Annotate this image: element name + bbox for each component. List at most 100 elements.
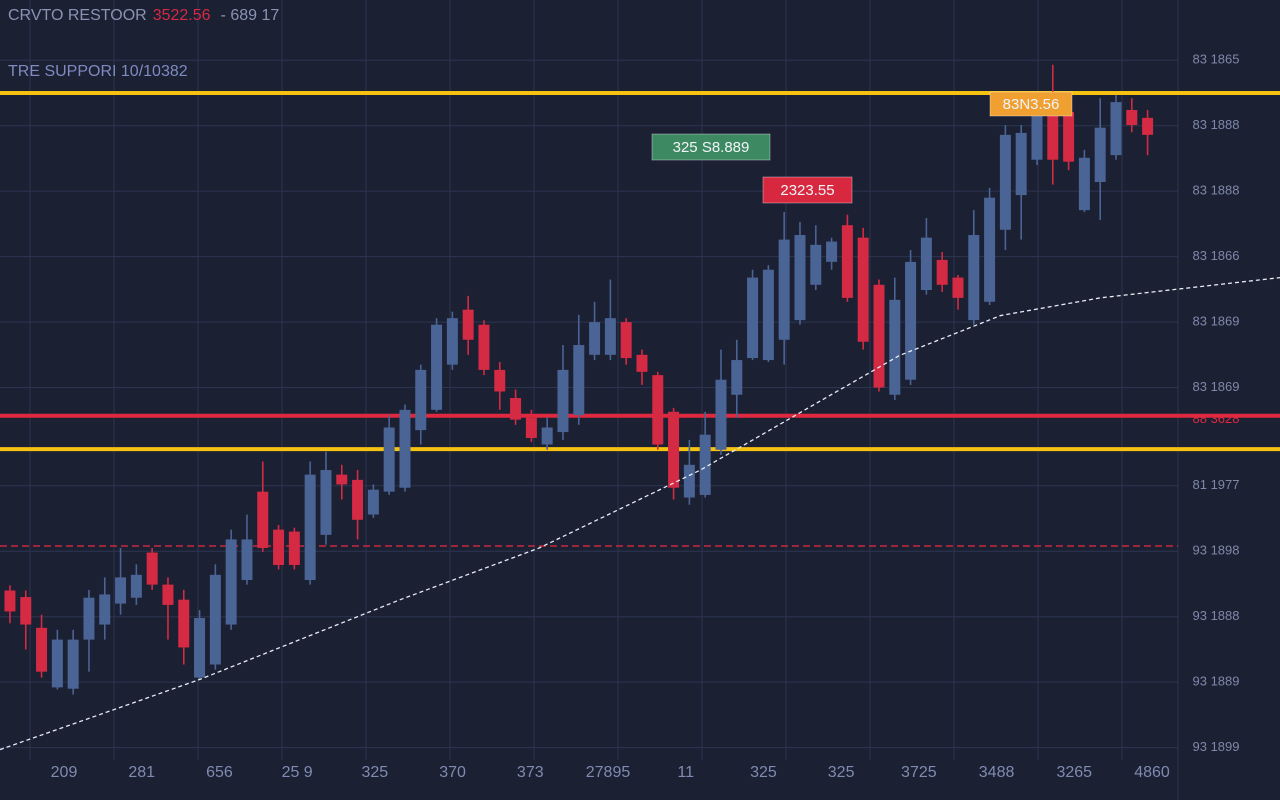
candle-body <box>541 427 553 445</box>
x-tick-label: 4860 <box>1134 764 1170 781</box>
candle-body <box>1063 111 1075 162</box>
candle-body <box>115 577 127 604</box>
y-tick-label: 83 1869 <box>1193 379 1240 394</box>
candle-body <box>51 639 63 688</box>
candle-body <box>67 639 79 689</box>
candle-body <box>573 345 585 416</box>
candle-body <box>146 552 158 585</box>
candle-body <box>668 411 680 488</box>
candle-body <box>999 134 1011 230</box>
candle-body <box>1015 132 1027 196</box>
candle-body <box>1126 109 1138 126</box>
x-tick-label: 325 <box>362 764 389 781</box>
candle-body <box>557 369 569 433</box>
candle-body <box>826 241 838 262</box>
candle-body <box>1047 108 1059 160</box>
x-tick-label: 27895 <box>586 764 631 781</box>
annotation-box <box>762 176 853 204</box>
candle-body <box>984 197 996 302</box>
price-level-label: 88 3628 <box>1193 411 1240 426</box>
candle-body <box>20 597 32 625</box>
candle-body <box>83 597 95 640</box>
candle-body <box>968 235 980 321</box>
candle-body <box>889 299 901 395</box>
y-tick-label: 83 1888 <box>1193 117 1240 132</box>
candle-body <box>494 369 506 392</box>
y-tick-label: 83 1888 <box>1193 183 1240 198</box>
annotation-text: 325 S8.889 <box>673 139 750 156</box>
candle-body <box>589 322 601 355</box>
y-tick-label: 93 1898 <box>1193 543 1240 558</box>
annotation-box <box>989 91 1073 117</box>
candle-body <box>731 360 743 395</box>
candle-body <box>510 398 522 420</box>
x-tick-label: 325 <box>750 764 777 781</box>
title-price: 3522.56 <box>153 7 211 24</box>
candle-body <box>273 529 285 565</box>
annotation-text: 83N3.56 <box>1003 96 1060 113</box>
x-tick-label: 25 9 <box>282 764 313 781</box>
candle-body <box>162 584 174 605</box>
y-tick-label: 93 1899 <box>1193 739 1240 754</box>
x-tick-label: 656 <box>206 764 233 781</box>
candle-body <box>841 225 853 298</box>
x-tick-label: 370 <box>439 764 466 781</box>
candle-body <box>130 574 142 598</box>
y-tick-label: 83 1869 <box>1193 314 1240 329</box>
candle-body <box>383 427 395 492</box>
x-tick-label: 3488 <box>979 764 1015 781</box>
candle-body <box>209 574 221 665</box>
candle-body <box>810 244 822 285</box>
title-change: - 689 17 <box>221 7 280 24</box>
candle-body <box>747 277 759 359</box>
x-tick-label: 3265 <box>1056 764 1092 781</box>
moving-average <box>0 276 1280 751</box>
support-label: TRE SUPPORI 10/10382 <box>8 63 188 80</box>
candle-body <box>952 277 964 298</box>
candle-body <box>320 470 332 535</box>
candle-body <box>399 409 411 488</box>
candle-body <box>257 491 269 548</box>
candle-body <box>36 627 48 672</box>
candle-body <box>778 239 790 340</box>
candle-body <box>762 269 774 361</box>
candle-body <box>794 235 806 321</box>
candle-body <box>604 318 616 355</box>
candle-body <box>652 375 664 445</box>
candle-body <box>715 379 727 450</box>
candle-body <box>683 464 695 498</box>
chart-title: CRVTO RESTOOR 3522.56 - 689 17 <box>8 7 279 24</box>
candle-body <box>1094 127 1106 182</box>
y-tick-label: 83 1865 <box>1193 52 1240 67</box>
candle-body <box>178 599 190 648</box>
grid <box>0 0 1179 800</box>
x-tick-label: 325 <box>828 764 855 781</box>
candle-body <box>241 539 253 581</box>
y-tick-label: 93 1889 <box>1193 674 1240 689</box>
annotation-box <box>651 133 771 161</box>
candle-body <box>446 318 458 365</box>
candle-body <box>367 489 379 515</box>
candle-body <box>857 237 869 342</box>
x-tick-label: 11 <box>677 764 694 781</box>
candle-body <box>288 531 300 565</box>
candle-body <box>336 474 348 485</box>
x-tick-label: 281 <box>128 764 155 781</box>
candle-body <box>478 324 490 370</box>
candle-body <box>1110 102 1122 156</box>
candle-body <box>194 618 206 678</box>
annotation-text: 2323.55 <box>780 182 834 199</box>
candle-body <box>620 322 632 359</box>
candle-body <box>4 590 16 612</box>
x-tick-label: 209 <box>51 764 78 781</box>
y-tick-label: 83 1866 <box>1193 248 1240 263</box>
candle-body <box>1078 157 1090 211</box>
candle-body <box>415 369 427 431</box>
candle-body <box>304 474 316 581</box>
candle-body <box>431 324 443 410</box>
candle-body <box>873 284 885 388</box>
y-tick-label: 93 1888 <box>1193 608 1240 623</box>
